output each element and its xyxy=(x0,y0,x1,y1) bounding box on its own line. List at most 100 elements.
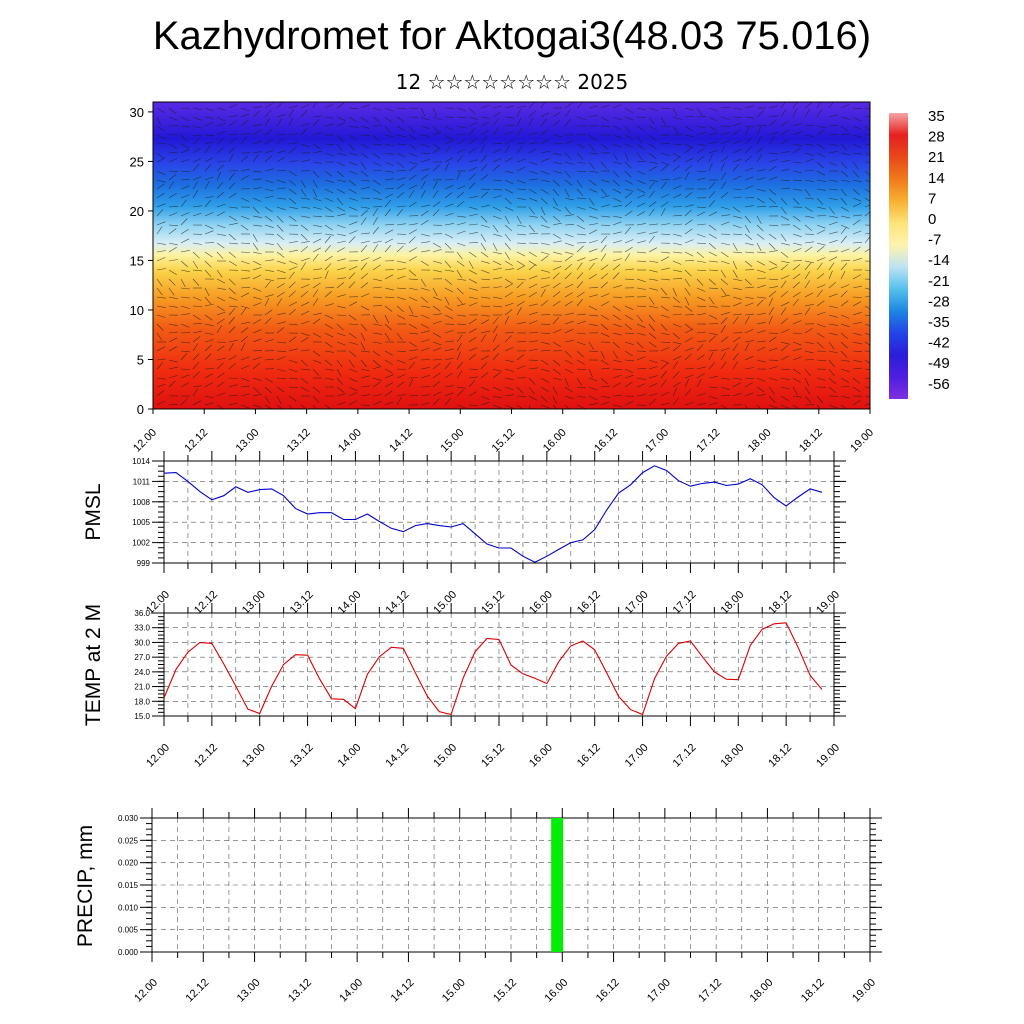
wind-vector xyxy=(192,362,200,370)
wind-vector xyxy=(492,251,502,255)
wind-vector xyxy=(840,179,850,182)
wind-vector xyxy=(276,118,283,127)
wind-vector xyxy=(828,281,836,289)
wind-vector xyxy=(840,377,850,383)
x-tick-label: 17.12 xyxy=(671,742,699,770)
y-tick-label: 21.0 xyxy=(134,683,150,692)
wind-vector xyxy=(216,161,227,163)
wind-vector xyxy=(636,314,643,323)
wind-vector xyxy=(216,362,224,370)
wind-vector xyxy=(300,284,310,289)
wind-vector xyxy=(804,341,814,344)
wind-vector xyxy=(468,251,477,258)
wind-vector xyxy=(456,386,466,389)
wind-vector xyxy=(792,291,801,298)
wind-vector xyxy=(288,290,296,298)
x-tick-label: 18.00 xyxy=(718,742,746,770)
wind-vector xyxy=(636,125,645,132)
wind-vector xyxy=(588,294,598,298)
wind-vector xyxy=(564,118,572,127)
wind-vector xyxy=(816,143,825,150)
wind-vector xyxy=(156,157,166,163)
wind-vector xyxy=(768,152,779,155)
wind-vector xyxy=(708,402,718,406)
wind-vector xyxy=(156,377,166,380)
wind-vector xyxy=(432,320,442,325)
wind-vector xyxy=(168,193,177,199)
wind-vector xyxy=(780,264,789,271)
x-tick-label: 15.12 xyxy=(479,742,507,770)
wind-vector xyxy=(384,125,391,134)
wind-vector xyxy=(540,112,550,118)
wind-vector xyxy=(588,152,599,155)
wind-vector xyxy=(636,278,646,283)
wind-vector xyxy=(516,105,526,109)
wind-vector xyxy=(636,394,646,397)
wind-vector xyxy=(216,325,223,334)
wind-vector xyxy=(672,242,682,246)
wind-vector xyxy=(288,109,294,118)
wind-vector xyxy=(732,242,738,252)
wind-vector xyxy=(312,224,322,228)
wind-vector xyxy=(180,368,191,370)
wind-vector xyxy=(180,323,190,328)
wind-vector xyxy=(384,350,393,356)
wind-vector xyxy=(492,368,502,372)
wind-vector xyxy=(564,292,573,298)
heatmap-y-tick-label: 5 xyxy=(137,352,144,367)
wind-vector xyxy=(684,287,691,296)
wind-vector xyxy=(624,210,633,217)
wind-vector xyxy=(816,350,827,352)
wind-vector xyxy=(612,374,622,379)
wind-vector xyxy=(240,393,250,397)
wind-vector xyxy=(156,170,166,176)
wind-vector xyxy=(516,278,526,281)
wind-vector xyxy=(804,350,814,354)
colorbar-label: 35 xyxy=(928,108,945,125)
wind-vector xyxy=(720,386,730,390)
wind-vector xyxy=(744,146,752,154)
wind-vector xyxy=(528,332,539,334)
wind-vector xyxy=(492,260,502,266)
wind-vector xyxy=(732,361,738,370)
wind-vector xyxy=(192,134,202,137)
wind-vector xyxy=(528,206,535,215)
wind-vector xyxy=(288,260,298,265)
wind-vector xyxy=(336,197,344,205)
heatmap-y-tick-label: 25 xyxy=(130,154,144,169)
wind-vector xyxy=(840,152,850,156)
wind-vector xyxy=(312,238,322,244)
wind-vector xyxy=(576,313,587,316)
wind-vector xyxy=(324,188,334,194)
wind-vector xyxy=(564,368,574,374)
wind-vector xyxy=(168,346,178,352)
wind-vector xyxy=(240,168,250,172)
wind-vector xyxy=(384,401,394,406)
x-tick-label: 13.12 xyxy=(286,977,314,1005)
wind-vector xyxy=(396,192,405,199)
x-tick-label: 15.00 xyxy=(440,977,468,1005)
heatmap-x-tick-label: 13.00 xyxy=(234,427,262,455)
wind-vector xyxy=(468,278,478,284)
wind-vector xyxy=(264,395,271,404)
wind-vector xyxy=(756,394,766,397)
wind-vector xyxy=(492,333,498,343)
wind-vector xyxy=(840,359,850,362)
wind-vector xyxy=(324,332,334,338)
wind-vector xyxy=(864,232,870,235)
wind-vector xyxy=(288,147,297,154)
wind-vector xyxy=(360,179,370,182)
wind-vector xyxy=(216,269,223,278)
wind-vector xyxy=(216,242,225,249)
wind-vector xyxy=(528,178,538,181)
wind-vector xyxy=(408,356,418,361)
wind-vector xyxy=(276,156,285,163)
wind-vector xyxy=(696,211,706,217)
wind-vector xyxy=(792,143,802,147)
wind-vector xyxy=(780,329,790,334)
wind-vector xyxy=(312,268,322,271)
wind-vector xyxy=(324,116,334,119)
wind-vector xyxy=(672,125,679,134)
wind-vector xyxy=(648,323,655,332)
wind-vector xyxy=(276,269,286,274)
